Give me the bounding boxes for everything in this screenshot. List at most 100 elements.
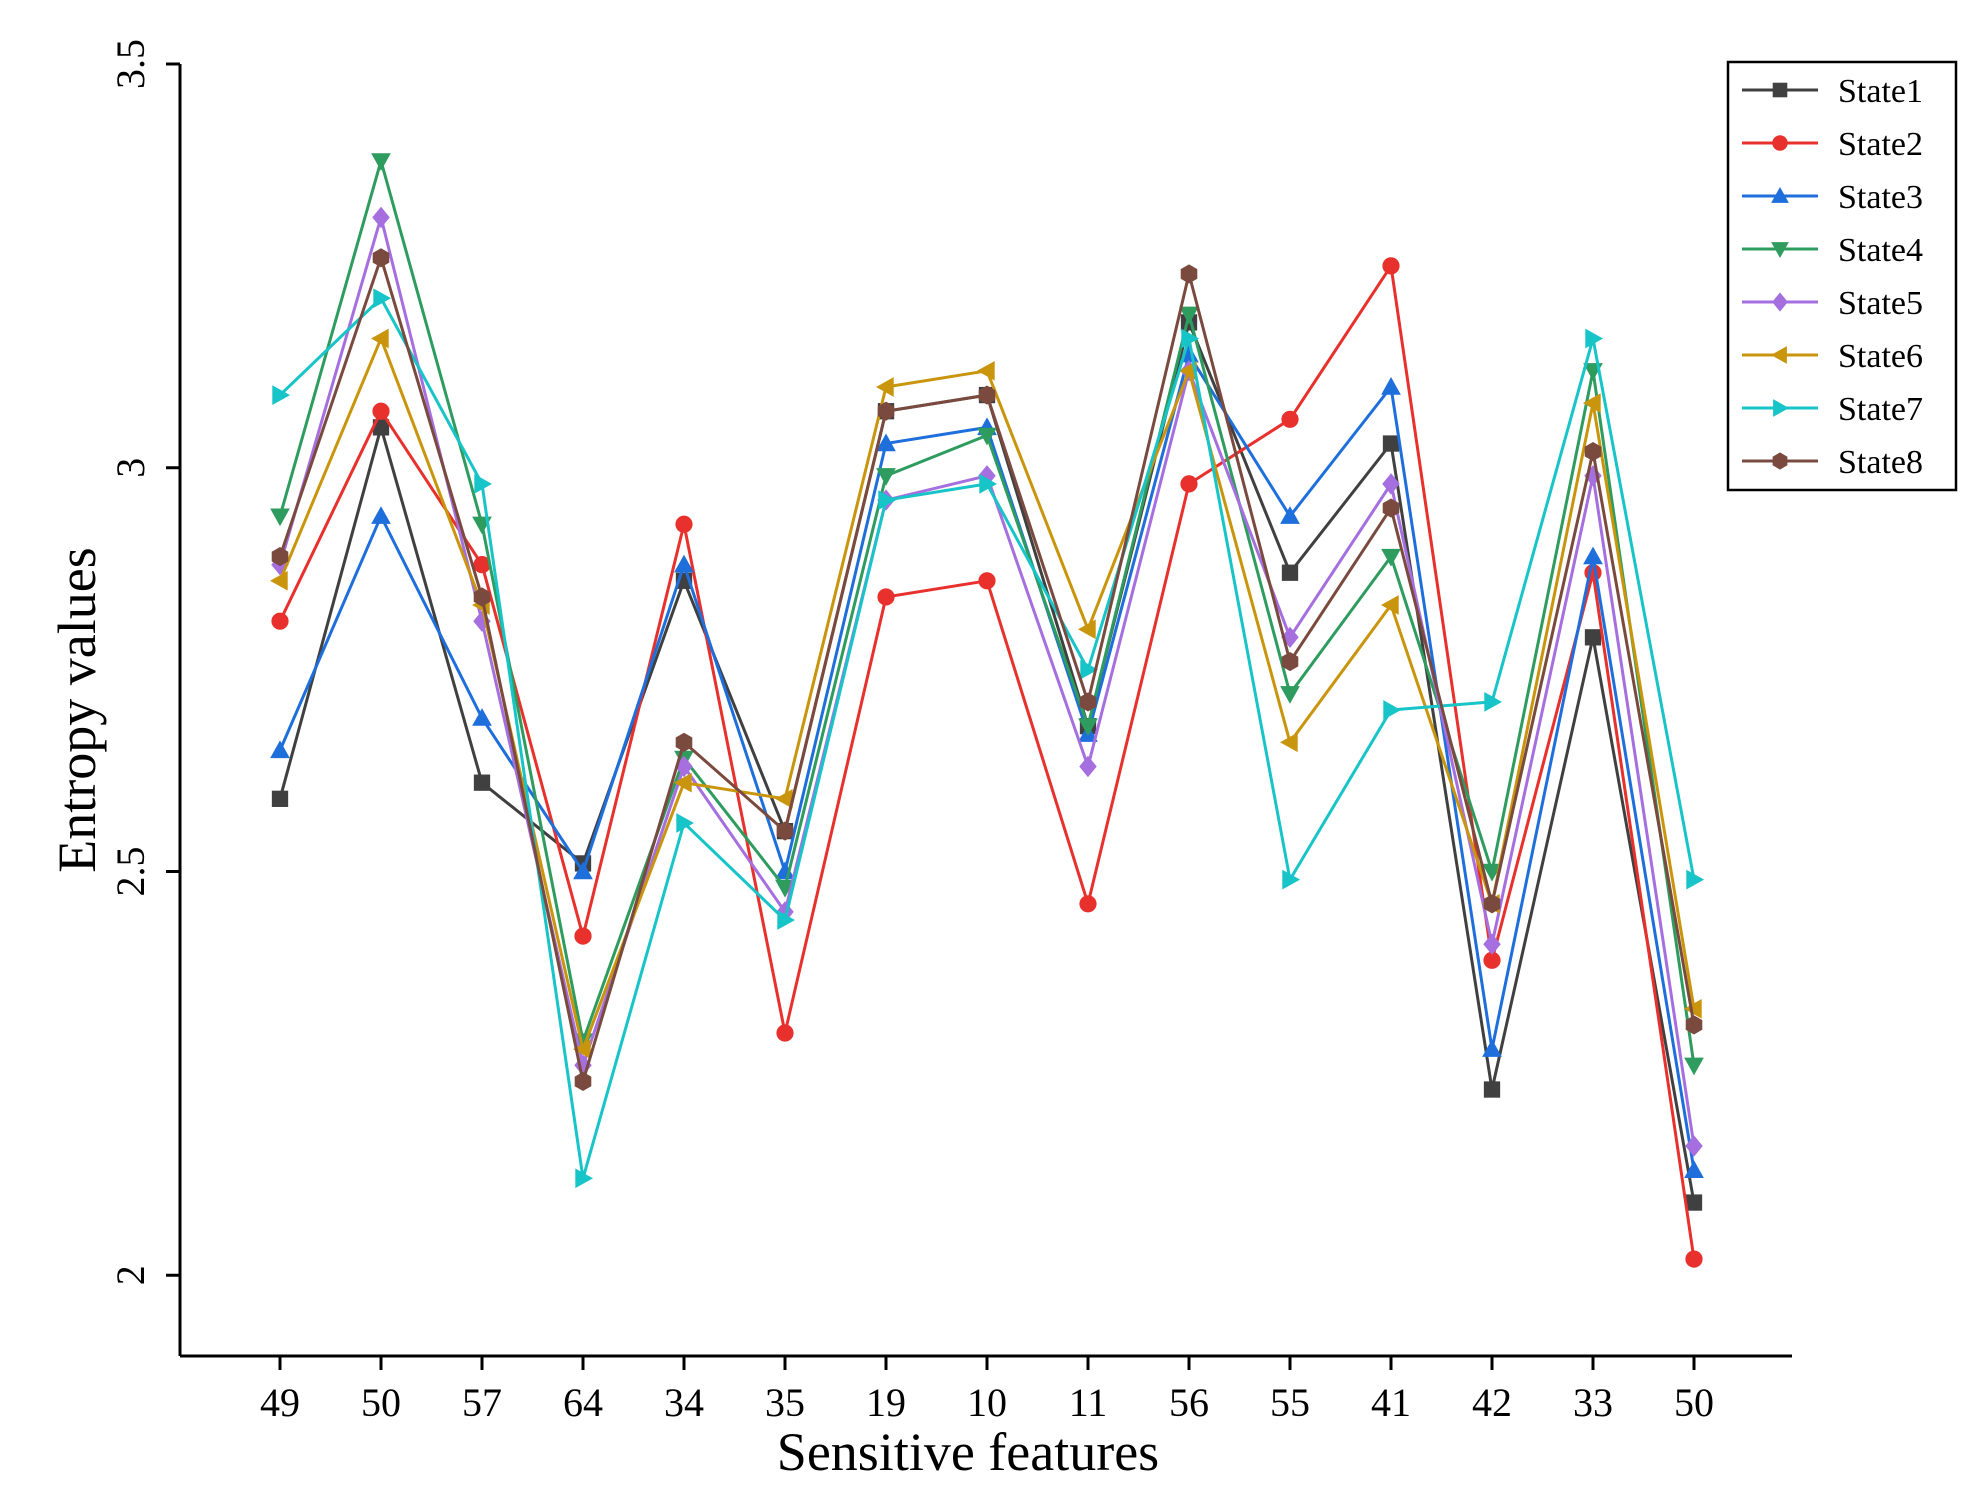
data-point: [1483, 1081, 1501, 1098]
data-point: [777, 910, 796, 930]
legend-marker: [1772, 82, 1788, 98]
series-line: [278, 320, 1696, 1203]
data-point: [1584, 629, 1602, 646]
x-tick-label: 56: [1169, 1380, 1209, 1425]
legend-item: State2: [1742, 126, 1923, 163]
data-point: [1583, 546, 1603, 565]
x-tick-label: 34: [664, 1380, 704, 1425]
data-point: [776, 821, 794, 841]
legend-label: State4: [1838, 232, 1923, 269]
x-tick-label: 35: [765, 1380, 805, 1425]
data-point: [1483, 933, 1501, 955]
data-point: [676, 813, 695, 833]
data-point: [271, 790, 289, 807]
data-point: [1077, 619, 1096, 640]
data-point: [573, 861, 593, 880]
legend-marker: [1771, 186, 1789, 203]
data-point: [978, 572, 996, 590]
data-point: [1383, 700, 1402, 720]
data-point: [673, 772, 692, 793]
legend: State1 State2 State3 State4 State5 State6 Stat…: [1726, 60, 1958, 492]
data-point: [1585, 328, 1604, 349]
x-tick-label: 11: [1069, 1380, 1108, 1425]
data-point: [979, 474, 998, 494]
legend-label: State1: [1838, 73, 1923, 110]
data-point: [1686, 869, 1705, 890]
data-point: [1180, 475, 1198, 493]
data-point: [1685, 1015, 1703, 1035]
data-point: [1684, 1057, 1704, 1076]
y-tick-label: 2: [108, 1265, 153, 1285]
data-point: [876, 468, 896, 486]
legend-box: [1726, 60, 1958, 492]
data-point: [877, 588, 895, 606]
data-point: [1281, 652, 1299, 672]
axes: [178, 64, 1792, 1358]
legend-marker: [1772, 135, 1788, 151]
data-point: [373, 288, 392, 309]
legend-item: State7: [1742, 391, 1923, 428]
data-point: [1280, 506, 1300, 524]
legend-marker: [1772, 452, 1788, 470]
data-point: [1382, 473, 1400, 495]
series-state2: [271, 257, 1703, 1268]
x-tick-label: 50: [361, 1380, 401, 1425]
x-tick-label: 42: [1472, 1380, 1512, 1425]
x-ticks: 49 50 57 64 34 35 19 10 11 56 55 41 42 33 50: [260, 1356, 1714, 1425]
data-point: [1685, 1135, 1703, 1157]
data-point: [1584, 442, 1602, 462]
x-tick-label: 19: [866, 1380, 906, 1425]
data-point: [270, 740, 290, 759]
legend-item: State5: [1742, 285, 1923, 322]
x-tick-label: 41: [1371, 1380, 1411, 1425]
data-point: [572, 1039, 591, 1060]
y-ticks: 2 2.5 3 3.5: [108, 39, 180, 1285]
series-state8: [271, 248, 1703, 1091]
data-point: [1685, 1250, 1703, 1268]
data-point: [269, 570, 288, 591]
data-point: [1382, 257, 1400, 275]
data-point: [472, 708, 492, 726]
data-point: [371, 506, 391, 524]
data-point: [372, 248, 390, 268]
series-line: [278, 159, 1696, 1066]
data-point: [1279, 732, 1298, 753]
data-point: [876, 433, 896, 452]
data-point: [1078, 718, 1098, 737]
data-point: [878, 490, 897, 510]
legend-marker: [1770, 346, 1787, 364]
data-point: [1582, 393, 1601, 413]
data-point: [271, 547, 289, 567]
y-tick-label: 2.5: [108, 847, 153, 897]
data-point: [473, 774, 491, 791]
data-point: [1482, 863, 1502, 882]
x-tick-label: 49: [260, 1380, 300, 1425]
legend-item: State1: [1742, 73, 1923, 110]
data-point: [1382, 435, 1400, 452]
data-point: [1483, 894, 1501, 914]
data-point: [875, 377, 894, 397]
data-point: [1281, 564, 1299, 581]
data-point: [1080, 659, 1099, 680]
y-axis-title: Entropy values: [47, 547, 107, 872]
legend-marker: [1772, 292, 1788, 312]
legend-item: State4: [1742, 232, 1923, 269]
data-point: [1684, 1160, 1704, 1178]
legend-label: State5: [1838, 285, 1923, 322]
data-point: [1179, 306, 1199, 325]
series-state1: [271, 314, 1703, 1211]
data-point: [575, 1168, 594, 1189]
legend-item: State8: [1742, 444, 1923, 481]
legend-label: State6: [1838, 338, 1923, 375]
data-point: [1281, 410, 1299, 428]
data-point: [1079, 895, 1097, 913]
data-point: [1382, 498, 1400, 518]
data-point: [675, 515, 693, 533]
data-point: [976, 360, 995, 381]
legend-label: State3: [1838, 179, 1923, 216]
data-point: [272, 385, 291, 405]
data-point: [1281, 626, 1299, 648]
legend-marker: [1771, 242, 1789, 259]
legend-item: State3: [1742, 179, 1923, 216]
data-point: [370, 328, 389, 349]
